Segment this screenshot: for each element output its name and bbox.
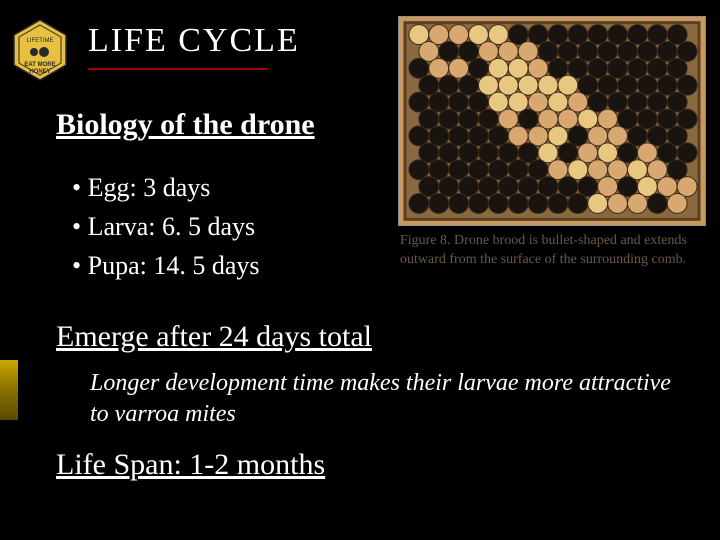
lifecycle-bullets: Egg: 3 days Larva: 6. 5 days Pupa: 14. 5… [72,168,260,285]
honeycomb-image [398,16,706,226]
development-note: Longer development time makes their larv… [90,368,680,430]
emerge-text: Emerge after 24 days total [56,320,372,354]
slide-title: LIFE CYCLE [88,22,300,60]
figure-caption: Figure 8. Drone brood is bullet-shaped a… [398,232,706,270]
badge-top-text: LIFETIME [26,38,53,44]
lifespan-text: Life Span: 1-2 months [56,448,325,482]
accent-sidebar [0,360,18,420]
list-item: Pupa: 14. 5 days [72,246,260,285]
list-item: Larva: 6. 5 days [72,207,260,246]
honey-badge-icon: LIFETIME EAT MORE HONEY [8,18,72,82]
section-subtitle: Biology of the drone [56,108,315,142]
title-underline [88,68,268,70]
svg-text:HONEY: HONEY [29,69,50,75]
list-item: Egg: 3 days [72,168,260,207]
drone-brood-figure: Figure 8. Drone brood is bullet-shaped a… [398,16,706,270]
svg-text:EAT MORE: EAT MORE [24,62,55,68]
